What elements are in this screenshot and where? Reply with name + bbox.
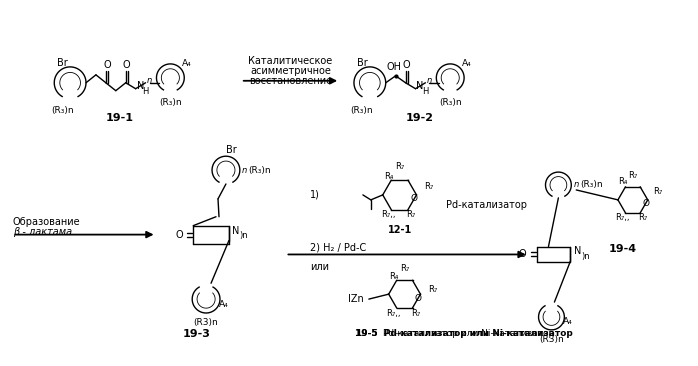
Text: n: n: [426, 76, 432, 85]
Text: R₇: R₇: [395, 162, 404, 171]
Text: (R3)n: (R3)n: [194, 318, 218, 328]
Text: Каталитическое: Каталитическое: [248, 56, 332, 66]
Text: (R3)n: (R3)n: [539, 335, 564, 344]
Text: R₇: R₇: [424, 183, 433, 191]
Text: R₄: R₄: [389, 272, 399, 281]
Text: Br: Br: [57, 58, 68, 68]
Text: R₇: R₇: [411, 309, 420, 318]
Text: O: O: [123, 60, 131, 70]
Text: O: O: [415, 294, 422, 303]
Text: R₇: R₇: [400, 264, 409, 273]
Text: O: O: [175, 229, 183, 240]
Text: (R₃)n: (R₃)n: [51, 106, 73, 115]
Text: O: O: [411, 194, 418, 203]
Text: R₇,,: R₇,,: [381, 210, 396, 219]
Text: R₇,,: R₇,,: [615, 213, 630, 223]
Text: n: n: [147, 76, 152, 85]
Text: O: O: [519, 250, 526, 259]
Text: (R₃)n: (R₃)n: [159, 98, 181, 107]
Text: A₄: A₄: [182, 59, 192, 68]
Text: 19-2: 19-2: [406, 112, 433, 123]
Text: R₄: R₄: [384, 172, 394, 180]
Text: N: N: [417, 81, 424, 91]
Text: 1): 1): [311, 190, 320, 200]
Text: или: или: [311, 262, 329, 272]
Text: )n: )n: [581, 252, 590, 261]
Text: (R₃)n: (R₃)n: [580, 180, 602, 190]
Text: R₇: R₇: [653, 187, 662, 197]
Text: (R₃)n: (R₃)n: [248, 165, 271, 175]
Text: (R₃)n: (R₃)n: [350, 106, 373, 115]
Text: β - лактама: β - лактама: [13, 227, 72, 237]
Text: A₄: A₄: [219, 300, 229, 309]
Text: N: N: [574, 246, 581, 257]
Text: A₄: A₄: [563, 317, 572, 326]
Text: Br: Br: [357, 58, 367, 68]
Text: IZn: IZn: [348, 294, 364, 304]
Text: 2) H₂ / Pd-C: 2) H₂ / Pd-C: [311, 243, 366, 253]
Text: 19-5  Pd-катализатор или Ni-катализатор: 19-5 Pd-катализатор или Ni-катализатор: [355, 329, 572, 338]
Text: R₇: R₇: [639, 213, 648, 223]
Text: H: H: [422, 87, 429, 96]
Text: H: H: [142, 87, 149, 96]
Text: O: O: [403, 60, 410, 70]
Text: )n: )n: [239, 231, 248, 240]
Text: N: N: [232, 225, 239, 236]
Text: 19-5: 19-5: [355, 329, 378, 338]
Text: A₄: A₄: [462, 59, 472, 68]
Text: O: O: [103, 60, 111, 70]
Text: 19-3: 19-3: [182, 329, 210, 339]
Text: n: n: [574, 180, 579, 190]
Text: n: n: [242, 165, 247, 175]
Text: R₇,,: R₇,,: [387, 309, 401, 318]
Text: R₇: R₇: [428, 285, 437, 294]
Text: Образование: Образование: [13, 217, 80, 227]
Text: (R₃)n: (R₃)n: [439, 98, 461, 107]
Text: N: N: [137, 81, 144, 91]
Text: R₇: R₇: [628, 171, 637, 180]
Text: R₄: R₄: [618, 177, 627, 186]
Text: O: O: [642, 199, 649, 208]
Text: 12-1: 12-1: [387, 225, 412, 235]
Text: Br: Br: [225, 145, 237, 155]
Text: Pd-катализатор: Pd-катализатор: [446, 200, 527, 210]
Text: 19-1: 19-1: [106, 112, 134, 123]
Text: Pd-катализатор или Ni-катализатор: Pd-катализатор или Ni-катализатор: [383, 329, 554, 338]
Text: восстановление: восстановление: [249, 76, 332, 86]
Text: R₇: R₇: [406, 210, 415, 219]
Text: 19-4: 19-4: [609, 244, 637, 254]
Text: асимметричное: асимметричное: [250, 66, 331, 76]
Text: OH: OH: [386, 62, 401, 72]
